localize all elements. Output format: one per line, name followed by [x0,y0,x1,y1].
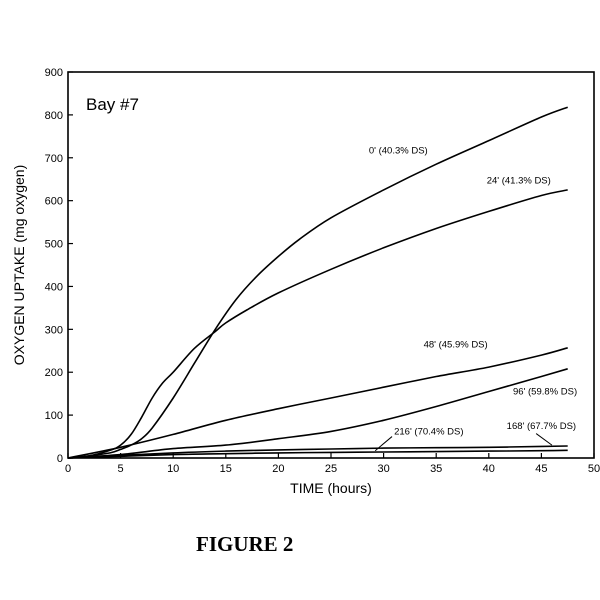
y-tick-label: 500 [45,239,63,251]
y-axis-title: OXYGEN UPTAKE (mg oxygen) [11,165,27,365]
series-labels: 0' (40.3% DS) 24' (41.3% DS) 48' (45.9% DS… [369,145,577,437]
figure-caption: FIGURE 2 [196,532,294,556]
x-tick-label: 0 [65,463,71,475]
label-leader-lines [374,433,553,452]
x-tick-label: 15 [220,463,232,475]
y-tick-label: 300 [45,324,63,336]
x-tick-label: 35 [430,463,442,475]
leader-168h [535,433,553,446]
series-line-96h [67,368,568,459]
y-tick-label: 200 [45,367,63,379]
x-tick-label: 45 [535,463,547,475]
series-line-48h [67,347,568,459]
series-label-168h: 168' (67.7% DS) [507,421,576,432]
series-line-216h [67,449,568,459]
leader-216h [374,436,393,452]
axis-ticks: 0 5 10 15 20 25 30 35 40 45 5001002003004005006007… [45,67,600,475]
series-label-0h: 0' (40.3% DS) [369,145,428,156]
y-tick-label: 900 [45,67,63,79]
y-tick-label: 100 [45,410,63,422]
series-label-96h: 96' (59.8% DS) [513,387,577,398]
y-tick-label: 600 [45,196,63,208]
y-tick-label: 800 [45,110,63,122]
x-tick-label: 50 [588,463,600,475]
panel-label: Bay #7 [86,95,139,114]
series-label-24h: 24' (41.3% DS) [487,176,551,187]
x-axis-title: TIME (hours) [290,480,372,496]
series-label-48h: 48' (45.9% DS) [424,339,488,350]
oxygen-uptake-chart: 0 5 10 15 20 25 30 35 40 45 5001002003004005006007… [11,67,600,496]
series-line-24h [67,189,568,459]
x-tick-label: 20 [272,463,284,475]
series-line-0h [67,106,568,459]
series-line-168h [67,445,568,459]
y-tick-label: 0 [57,453,63,465]
x-tick-label: 5 [118,463,124,475]
x-tick-label: 25 [325,463,337,475]
y-tick-label: 700 [45,153,63,165]
x-tick-label: 10 [167,463,179,475]
x-tick-label: 40 [483,463,495,475]
series-label-216h: 216' (70.4% DS) [394,426,463,437]
plot-frame [67,71,595,459]
y-tick-label: 400 [45,281,63,293]
series-lines [67,106,568,459]
x-tick-label: 30 [377,463,389,475]
